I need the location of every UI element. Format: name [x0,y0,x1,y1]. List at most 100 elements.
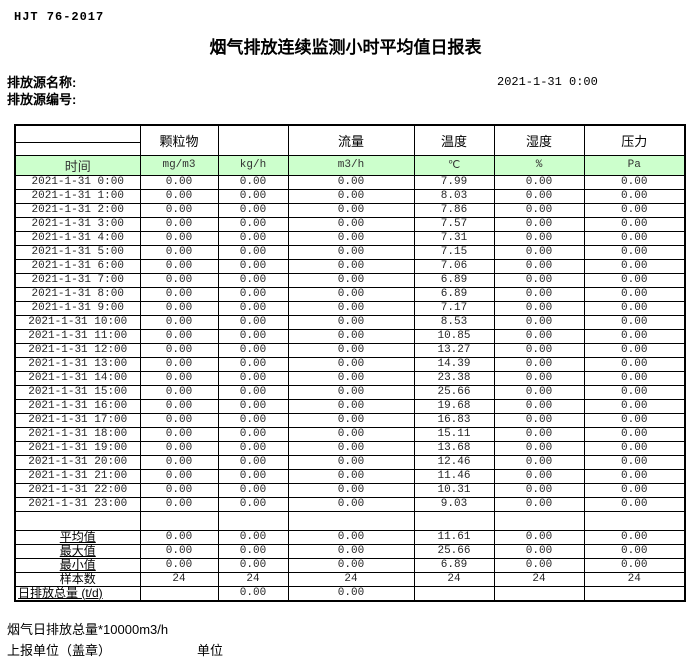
summary-value-cell: 0.00 [287,529,415,545]
hourly-rows: 2021-1-31 0:00 0.00 0.00 0.00 7.99 0.00 0.00 20… [14,174,686,512]
value-cell: 0.00 [287,202,415,218]
value-cell: 0.00 [139,398,219,414]
daily-total-note: 烟气日排放总量*10000m3/h [7,621,169,637]
value-cell: 0.00 [139,188,219,204]
time-cell: 2021-1-31 7:00 [14,272,141,288]
table-row: 2021-1-31 15:00 0.00 0.00 0.00 25.66 0.00 0.00 [14,384,686,400]
value-cell: 19.68 [413,398,495,414]
spacer-row [14,510,686,531]
summary-value-cell: 11.61 [413,529,495,545]
value-cell: 0.00 [217,202,289,218]
value-cell: 0.00 [493,258,585,274]
unit-label: 单位 [197,642,224,658]
col-header-particulate: 颗粒物 [139,124,219,156]
table-row: 2021-1-31 5:00 0.00 0.00 0.00 7.15 0.00 0.00 [14,244,686,260]
value-cell: 0.00 [287,426,415,442]
report-unit-label: 上报单位（盖章） [7,642,112,658]
value-cell: 0.00 [139,370,219,386]
summary-value-cell [493,585,585,601]
value-cell: 0.00 [493,188,585,204]
value-cell: 0.00 [583,216,686,232]
summary-label: 日排放总量 (t/d) [14,585,141,601]
value-cell: 7.86 [413,202,495,218]
summary-label: 最小值 [14,557,141,573]
value-cell: 0.00 [583,174,686,190]
summary-row: 日排放总量 (t/d) 0.00 0.00 [14,585,686,601]
summary-row: 最小值 0.00 0.00 0.00 6.89 0.00 0.00 [14,557,686,573]
value-cell: 0.00 [139,202,219,218]
value-cell: 0.00 [287,356,415,372]
value-cell: 0.00 [493,496,585,512]
table-row: 2021-1-31 23:00 0.00 0.00 0.00 9.03 0.00 0.00 [14,496,686,512]
value-cell: 7.06 [413,258,495,274]
value-cell: 0.00 [493,216,585,232]
time-cell: 2021-1-31 21:00 [14,468,141,484]
value-cell: 9.03 [413,496,495,512]
value-cell: 0.00 [287,370,415,386]
value-cell: 0.00 [217,244,289,260]
value-cell: 0.00 [287,174,415,190]
value-cell: 0.00 [583,384,686,400]
col-header-temperature: 温度 [413,124,495,156]
value-cell: 13.68 [413,440,495,456]
value-cell: 0.00 [583,258,686,274]
value-cell: 0.00 [583,468,686,484]
time-cell: 2021-1-31 10:00 [14,314,141,330]
value-cell: 7.57 [413,216,495,232]
spacer-cell [139,510,219,531]
col-header-flow: 流量 [287,124,415,156]
value-cell: 11.46 [413,468,495,484]
value-cell: 0.00 [217,412,289,428]
value-cell: 0.00 [493,426,585,442]
unit-mg-m3: mg/m3 [139,154,219,176]
value-cell: 0.00 [287,244,415,260]
value-cell: 8.53 [413,314,495,330]
value-cell: 7.99 [413,174,495,190]
value-cell: 0.00 [583,188,686,204]
unit-celsius: ℃ [413,154,495,176]
summary-value-cell: 24 [493,571,585,587]
value-cell: 0.00 [583,328,686,344]
value-cell: 0.00 [493,468,585,484]
time-cell: 2021-1-31 6:00 [14,258,141,274]
value-cell: 0.00 [583,482,686,498]
value-cell: 0.00 [583,426,686,442]
value-cell: 0.00 [139,496,219,512]
table-row: 2021-1-31 11:00 0.00 0.00 0.00 10.85 0.00 0.00 [14,328,686,344]
value-cell: 7.17 [413,300,495,316]
table-row: 2021-1-31 17:00 0.00 0.00 0.00 16.83 0.00 0.00 [14,412,686,428]
value-cell: 0.00 [217,188,289,204]
value-cell: 0.00 [583,454,686,470]
summary-value-cell: 0.00 [287,543,415,559]
value-cell: 0.00 [583,356,686,372]
table-row: 2021-1-31 2:00 0.00 0.00 0.00 7.86 0.00 0.00 [14,202,686,218]
spacer-cell [413,510,495,531]
value-cell: 0.00 [583,412,686,428]
value-cell: 0.00 [583,272,686,288]
value-cell: 0.00 [217,356,289,372]
value-cell: 0.00 [217,454,289,470]
summary-value-cell: 24 [413,571,495,587]
value-cell: 0.00 [139,244,219,260]
value-cell: 0.00 [139,328,219,344]
value-cell: 0.00 [217,370,289,386]
table-row: 2021-1-31 9:00 0.00 0.00 0.00 7.17 0.00 0.00 [14,300,686,316]
time-cell: 2021-1-31 1:00 [14,188,141,204]
unit-pa: Pa [583,154,686,176]
summary-rows: 平均值 0.00 0.00 0.00 11.61 0.00 0.00 最大值 0.00 0.00 0… [14,529,686,601]
spacer-cell [583,510,686,531]
value-cell: 0.00 [493,314,585,330]
summary-value-cell: 0.00 [217,585,289,601]
time-cell: 2021-1-31 3:00 [14,216,141,232]
value-cell: 0.00 [583,440,686,456]
value-cell: 0.00 [493,454,585,470]
value-cell: 0.00 [493,174,585,190]
value-cell: 0.00 [493,356,585,372]
time-cell: 2021-1-31 18:00 [14,426,141,442]
value-cell: 0.00 [493,230,585,246]
value-cell: 0.00 [139,216,219,232]
value-cell: 0.00 [287,398,415,414]
table-row: 2021-1-31 13:00 0.00 0.00 0.00 14.39 0.00 0.00 [14,356,686,372]
value-cell: 10.31 [413,482,495,498]
value-cell: 0.00 [287,440,415,456]
